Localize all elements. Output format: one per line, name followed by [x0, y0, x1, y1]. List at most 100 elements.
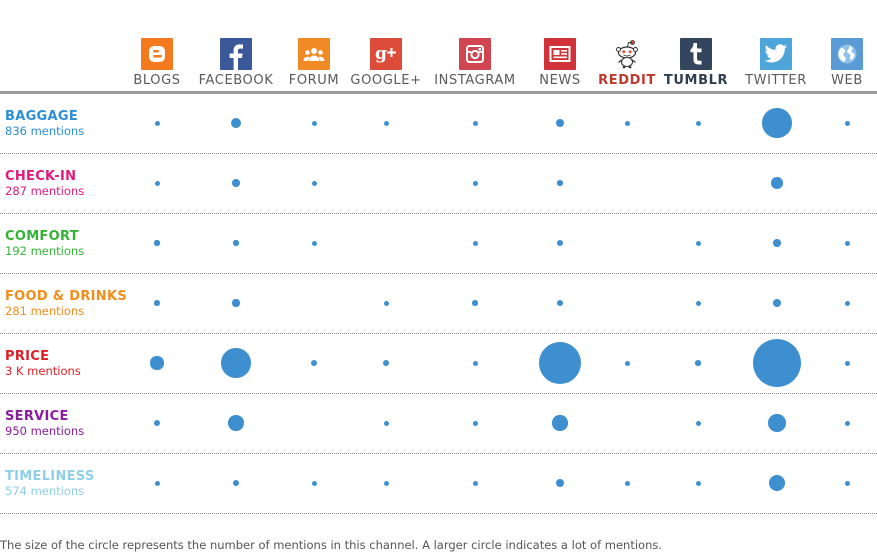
table-row: PRICE 3 K mentions: [0, 333, 877, 394]
row-label: COMFORT 192 mentions: [5, 229, 84, 258]
bubble-service-blogs: [154, 420, 160, 426]
bubble-price-news: [539, 342, 581, 384]
channel-label: FACEBOOK: [198, 73, 274, 88]
channel-facebook: FACEBOOK: [191, 38, 281, 88]
row-name: CHECK-IN: [5, 169, 77, 184]
channel-label: NEWS: [539, 73, 581, 88]
bubble-timeliness-web: [844, 480, 850, 486]
bubble-service-tumblr: [695, 420, 701, 426]
channel-label: GOOGLE+: [350, 73, 422, 88]
table-row: BAGGAGE 836 mentions: [0, 93, 877, 154]
bubble-price-web: [844, 360, 850, 366]
bubble-price-tumblr: [695, 360, 701, 366]
channel-blogs: BLOGS: [112, 38, 202, 88]
header-rule: [0, 91, 877, 94]
row-label: CHECK-IN 287 mentions: [5, 169, 84, 198]
chart-caption: The size of the circle represents the nu…: [0, 538, 663, 552]
bubble-timeliness-blogs: [154, 480, 160, 486]
bubble-comfort-tumblr: [695, 240, 701, 246]
globe-icon: [831, 38, 863, 70]
bubble-baggage-web: [844, 120, 850, 126]
channel-label: BLOGS: [133, 73, 181, 88]
row-name: FOOD & DRINKS: [5, 289, 128, 304]
row-mentions: 836 mentions: [5, 124, 85, 138]
bubble-comfort-facebook: [233, 240, 239, 246]
bubble-comfort-web: [844, 240, 850, 246]
channel-tumblr: TUMBLR: [651, 38, 741, 88]
bubble-comfort-news: [557, 240, 563, 246]
bubble-baggage-news: [555, 118, 565, 128]
bubble-price-twitter: [753, 339, 801, 387]
bubble-timeliness-forum: [311, 480, 317, 486]
bubble-comfort-blogs: [154, 240, 160, 246]
bubble-price-facebook: [221, 348, 251, 378]
channel-label: TUMBLR: [663, 73, 729, 88]
bubble-baggage-tumblr: [695, 120, 701, 126]
bubble-check-in-facebook: [232, 179, 240, 187]
channel-web: WEB: [802, 38, 877, 88]
bubble-baggage-reddit: [624, 120, 630, 126]
bubble-food-drinks-news: [556, 299, 564, 307]
bubble-food-drinks-tumblr: [695, 300, 701, 306]
channel-reddit: REDDIT: [582, 38, 672, 88]
reddit-icon: [611, 38, 643, 70]
bubble-timeliness-news: [555, 478, 565, 488]
bubble-service-instagram: [472, 420, 478, 426]
bubble-check-in-twitter: [771, 177, 783, 189]
bubble-baggage-instagram: [472, 120, 478, 126]
table-row: TIMELINESS 574 mentions: [0, 453, 877, 514]
channel-header: BLOGS FACEBOOK FORUM g GOOGLE+ INSTAGRAM…: [0, 0, 877, 94]
row-label: BAGGAGE 836 mentions: [5, 109, 84, 138]
bubble-price-blogs: [150, 356, 164, 370]
bubble-service-web: [844, 420, 850, 426]
news-icon: [544, 38, 576, 70]
twitter-icon: [760, 38, 792, 70]
bubble-check-in-news: [557, 180, 563, 186]
row-mentions: 192 mentions: [5, 244, 85, 258]
bubble-check-in-forum: [311, 180, 317, 186]
row-mentions: 950 mentions: [5, 424, 85, 438]
channel-forum: FORUM: [269, 38, 359, 88]
bubble-price-google: [383, 360, 389, 366]
row-mentions: 3 K mentions: [5, 364, 81, 378]
channel-label: REDDIT: [598, 73, 656, 88]
bubble-comfort-twitter: [773, 239, 781, 247]
bubble-check-in-instagram: [472, 180, 478, 186]
bubble-food-drinks-google: [383, 300, 389, 306]
bubble-comfort-forum: [311, 240, 317, 246]
bubble-comfort-instagram: [472, 240, 478, 246]
bubble-baggage-forum: [311, 120, 317, 126]
bubble-food-drinks-web: [844, 300, 850, 306]
bubble-timeliness-google: [383, 480, 389, 486]
row-mentions: 574 mentions: [5, 484, 85, 498]
bubble-baggage-facebook: [230, 117, 242, 129]
row-label: PRICE 3 K mentions: [5, 349, 81, 378]
facebook-icon: [220, 38, 252, 70]
blogger-icon: [141, 38, 173, 70]
channel-label: TWITTER: [745, 73, 807, 88]
google-plus-icon: g: [370, 38, 402, 70]
bubble-timeliness-twitter: [768, 474, 786, 492]
bubble-price-reddit: [624, 360, 630, 366]
channel-label: INSTAGRAM: [434, 73, 516, 88]
row-mentions: 287 mentions: [5, 184, 85, 198]
bubble-price-instagram: [472, 360, 478, 366]
row-name: SERVICE: [5, 409, 69, 424]
row-label: TIMELINESS 574 mentions: [5, 469, 95, 498]
channel-google-plus: g GOOGLE+: [341, 38, 431, 88]
tumblr-icon: [680, 38, 712, 70]
row-name: TIMELINESS: [5, 469, 95, 484]
row-name: BAGGAGE: [5, 109, 79, 124]
bubble-baggage-twitter: [762, 108, 792, 138]
instagram-icon: [459, 38, 491, 70]
bubble-baggage-google: [383, 120, 389, 126]
row-name: COMFORT: [5, 229, 79, 244]
bubble-service-facebook: [228, 415, 244, 431]
bubble-food-drinks-instagram: [472, 300, 478, 306]
channel-news: NEWS: [515, 38, 605, 88]
channel-label: WEB: [831, 73, 863, 88]
bubble-service-twitter: [768, 414, 786, 432]
bubble-timeliness-reddit: [624, 480, 630, 486]
row-name: PRICE: [5, 349, 50, 364]
bubble-service-news: [552, 415, 568, 431]
